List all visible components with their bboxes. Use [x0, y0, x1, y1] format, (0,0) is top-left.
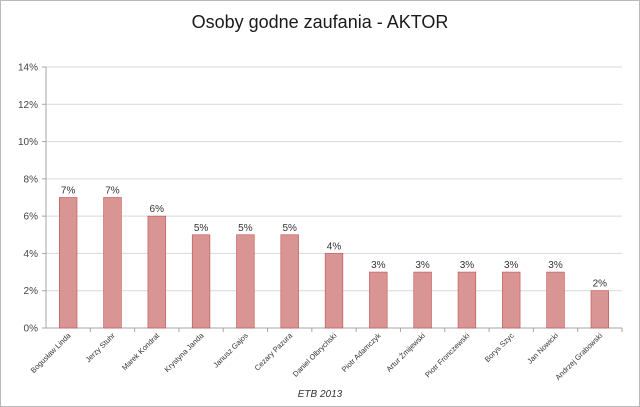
bar	[236, 234, 255, 329]
data-label: 6%	[150, 204, 165, 215]
bar	[103, 197, 122, 329]
category-label: Piotr Fronczewski	[423, 331, 471, 379]
y-tick-label: 8%	[24, 174, 39, 185]
y-tick-label: 6%	[24, 212, 39, 223]
category-label: Daniel Olbrychski	[291, 331, 339, 379]
data-label: 5%	[282, 223, 297, 234]
data-label: 3%	[460, 260, 475, 271]
category-label: Bogusław Linda	[29, 330, 73, 374]
data-label: 3%	[548, 260, 563, 271]
data-label: 5%	[194, 223, 209, 234]
data-label: 5%	[238, 223, 253, 234]
y-tick-label: 0%	[24, 324, 39, 335]
category-label: Janusz Gajos	[211, 331, 250, 370]
bar	[147, 215, 166, 329]
bar	[369, 271, 388, 329]
bar	[58, 197, 78, 329]
category-label: Artur Żmijewski	[384, 331, 427, 374]
category-label: Borys Szyc	[483, 331, 516, 364]
y-tick-label: 2%	[24, 286, 39, 297]
category-label: Jan Nowicki	[525, 331, 560, 366]
data-label: 4%	[327, 241, 342, 252]
data-label: 3%	[504, 260, 519, 271]
bar	[502, 271, 521, 329]
source-note: ETB 2013	[297, 389, 343, 400]
bar	[413, 271, 432, 329]
category-label: Andrzej Grabowski	[553, 331, 604, 382]
y-tick-label: 12%	[18, 100, 38, 111]
data-label: 3%	[371, 260, 386, 271]
category-label: Jerzy Stuhr	[84, 331, 118, 365]
y-tick-label: 14%	[18, 63, 38, 74]
bar	[546, 271, 565, 329]
data-label: 2%	[593, 279, 608, 290]
bar	[457, 271, 477, 329]
bar	[324, 253, 344, 329]
y-tick-label: 4%	[24, 249, 39, 260]
category-label: Piotr Adamczyk	[340, 331, 383, 374]
data-label: 3%	[415, 260, 430, 271]
chart-title: Osoby godne zaufania - AKTOR	[191, 12, 449, 32]
data-label: 7%	[105, 186, 120, 197]
bar	[280, 234, 299, 329]
y-tick-label: 10%	[18, 137, 38, 148]
bar	[590, 290, 610, 329]
category-label: Marek Kondrat	[120, 330, 162, 372]
category-label: Krystyna Janda	[163, 330, 207, 374]
data-label: 7%	[61, 186, 76, 197]
bar	[191, 234, 211, 329]
category-label: Cezary Pazura	[253, 330, 295, 372]
